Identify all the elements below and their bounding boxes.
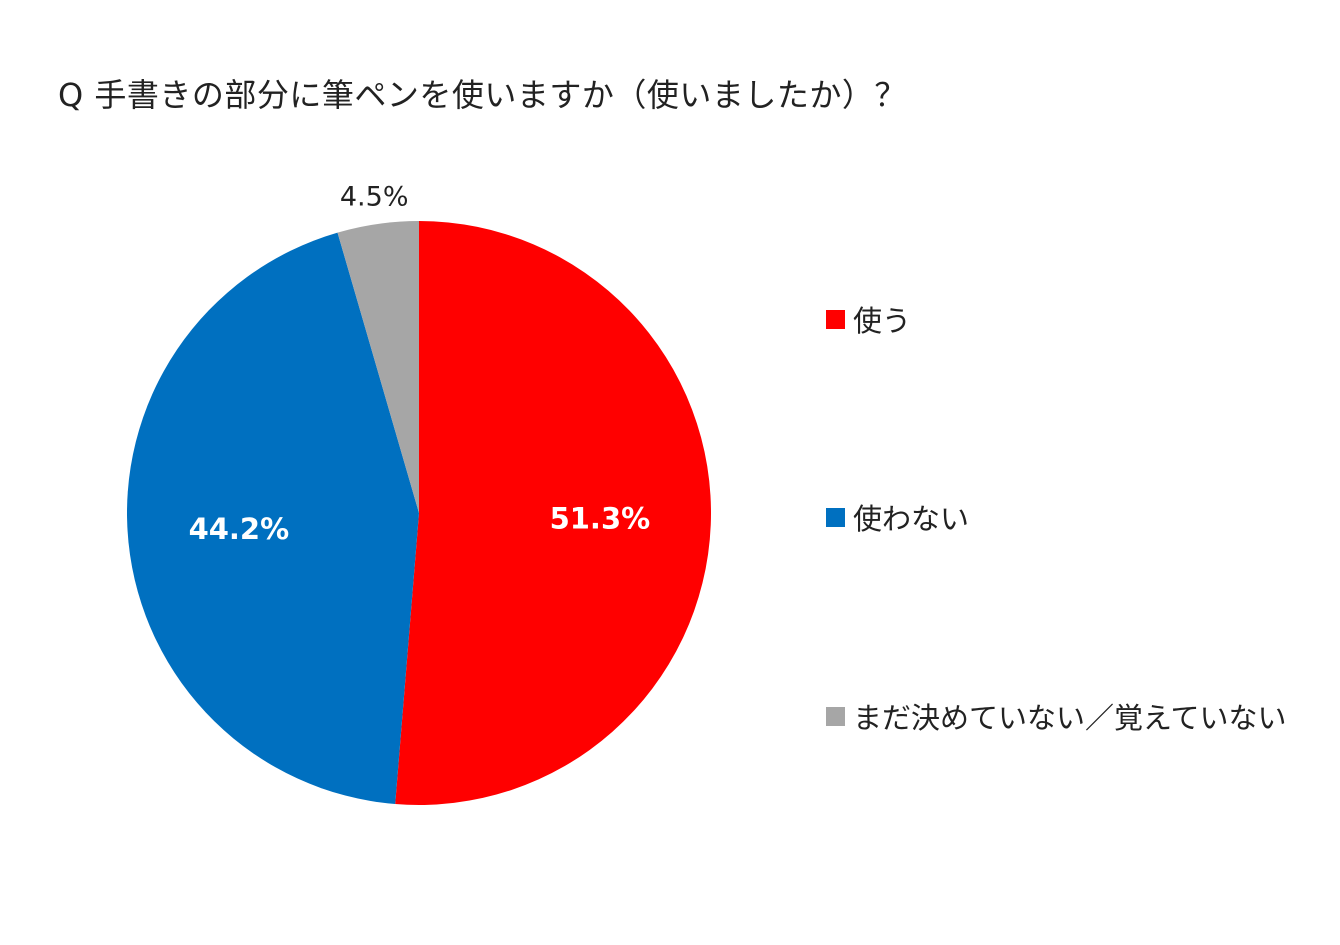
data-label-not-use: 44.2%: [189, 512, 290, 546]
legend-label-undecided: まだ決めていない／覚えていない: [853, 701, 1287, 735]
legend: 使う 使わない まだ決めていない／覚えていない: [826, 0, 1326, 945]
legend-swatch-not-use: [826, 507, 845, 527]
data-label-use: 51.3%: [550, 501, 651, 535]
pie-slices: [126, 221, 711, 805]
legend-label-use: 使う: [853, 304, 912, 338]
legend-item-not-use: 使わない: [826, 496, 969, 538]
pie-slice-use: [395, 221, 711, 805]
pie-slice-not-use: [126, 232, 419, 805]
pie-data-labels: 51.3% 44.2% 4.5%: [189, 182, 651, 546]
legend-item-undecided: まだ決めていない／覚えていない: [826, 695, 1287, 737]
legend-item-use: 使う: [826, 298, 911, 340]
data-label-undecided: 4.5%: [340, 182, 409, 213]
chart-title: Q 手書きの部分に筆ペンを使いますか（使いましたか）？: [58, 76, 907, 114]
legend-swatch-use: [826, 309, 845, 329]
legend-label-not-use: 使わない: [853, 502, 970, 536]
pie-slice-undecided: [337, 221, 419, 513]
legend-swatch-undecided: [826, 706, 845, 726]
